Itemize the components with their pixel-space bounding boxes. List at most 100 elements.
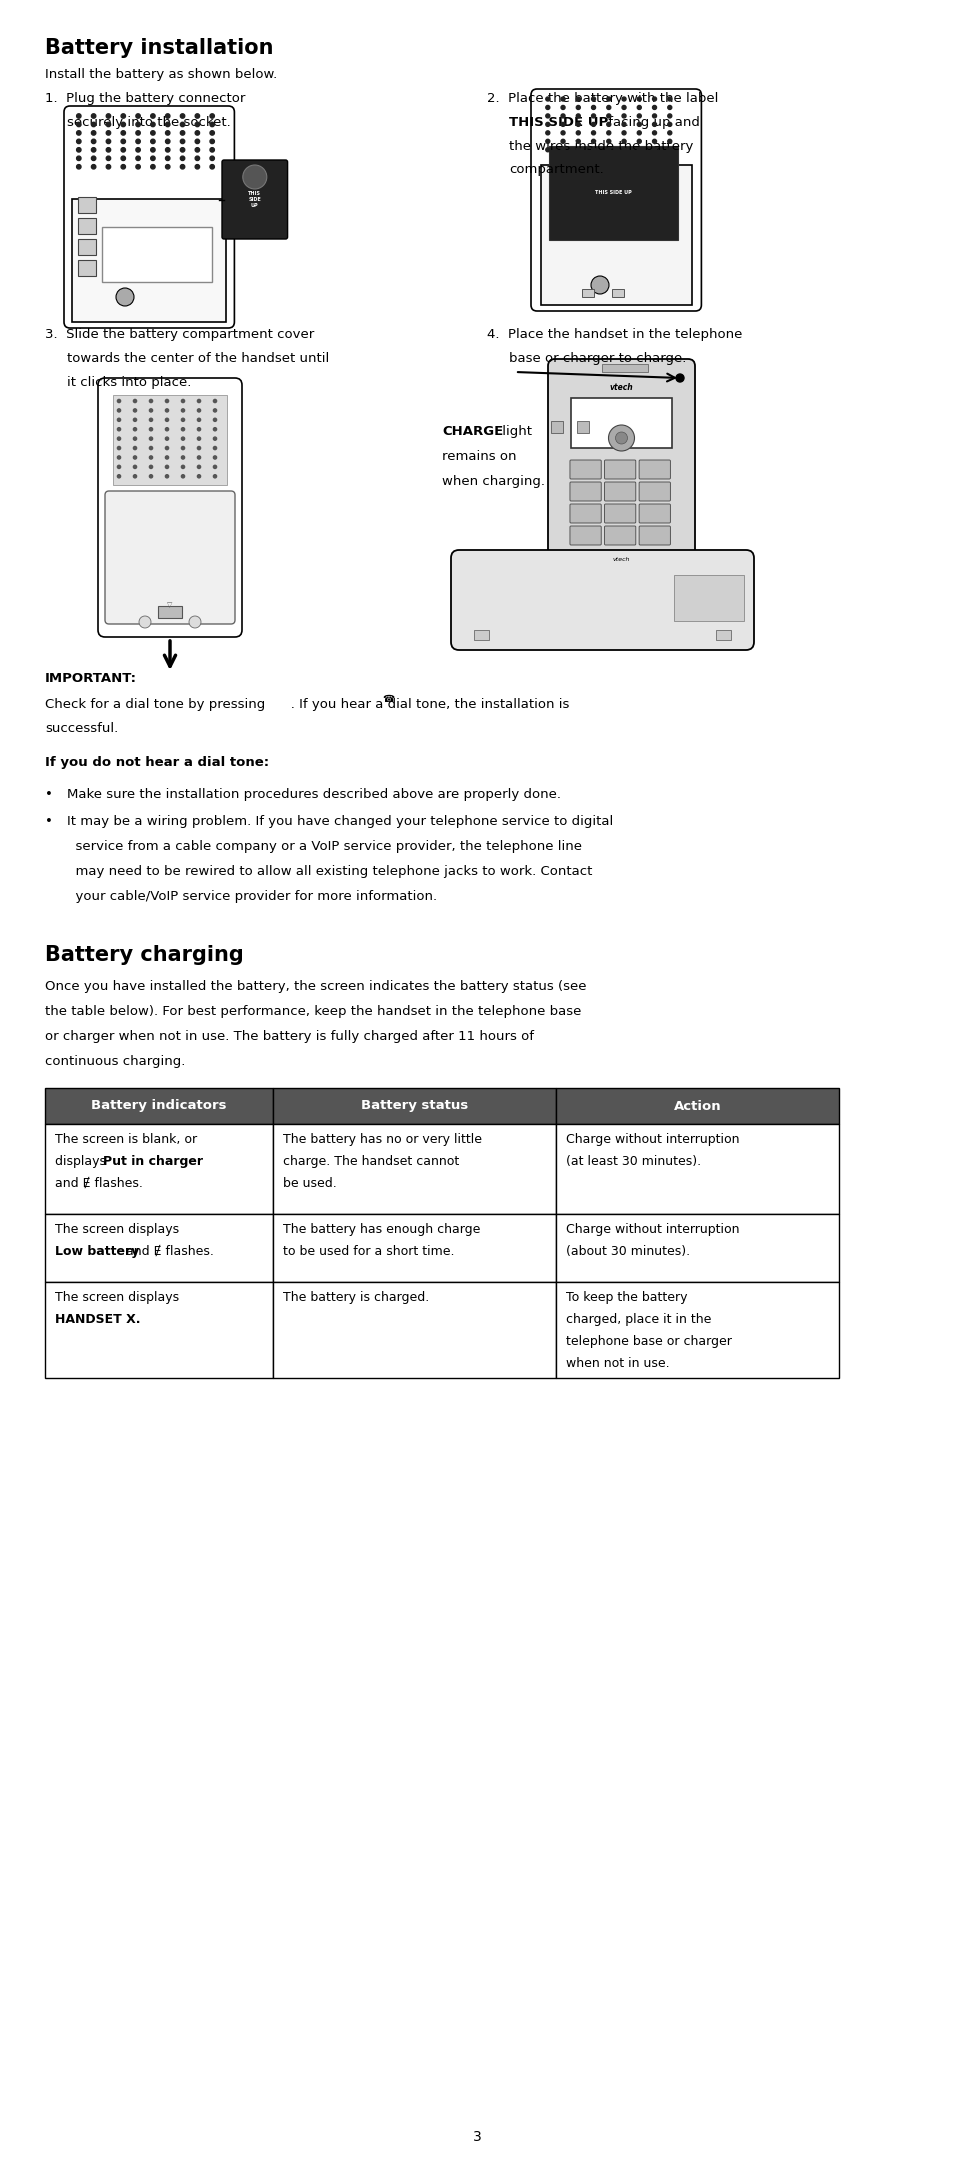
Circle shape [213, 419, 216, 421]
Circle shape [117, 419, 120, 421]
Circle shape [150, 427, 152, 432]
Text: be used.: be used. [283, 1176, 336, 1189]
Bar [581, 289, 594, 298]
Circle shape [591, 140, 595, 142]
Bar [78, 218, 96, 233]
FancyBboxPatch shape [604, 527, 635, 546]
Text: ☎: ☎ [381, 695, 394, 704]
Circle shape [133, 419, 136, 421]
Circle shape [181, 419, 185, 421]
Bar [570, 397, 671, 449]
Circle shape [197, 427, 200, 432]
Circle shape [117, 466, 120, 468]
Circle shape [117, 399, 120, 404]
Text: 3.  Slide the battery compartment cover: 3. Slide the battery compartment cover [45, 328, 314, 341]
Circle shape [591, 147, 595, 151]
Text: light: light [497, 425, 532, 438]
Bar [556, 1215, 838, 1282]
Circle shape [121, 147, 126, 151]
Text: facing up and: facing up and [603, 117, 700, 129]
Circle shape [621, 132, 625, 134]
Text: Action: Action [673, 1098, 720, 1114]
Circle shape [195, 138, 199, 145]
Circle shape [637, 123, 640, 127]
Circle shape [150, 399, 152, 404]
Text: charged, place it in the: charged, place it in the [565, 1312, 711, 1325]
Circle shape [166, 155, 170, 160]
Circle shape [150, 419, 152, 421]
Circle shape [591, 106, 595, 110]
Text: telephone base or charger: telephone base or charger [565, 1336, 731, 1349]
Text: to be used for a short time.: to be used for a short time. [283, 1245, 454, 1258]
Text: The battery has no or very little: The battery has no or very little [283, 1133, 481, 1146]
Circle shape [150, 447, 152, 449]
Text: Install the battery as shown below.: Install the battery as shown below. [45, 69, 277, 82]
FancyBboxPatch shape [569, 505, 600, 522]
Text: successful.: successful. [45, 723, 118, 736]
Text: when not in use.: when not in use. [565, 1357, 669, 1370]
Text: securely into the socket.: securely into the socket. [67, 117, 231, 129]
Text: To keep the battery: To keep the battery [565, 1290, 687, 1303]
Bar [612, 289, 623, 298]
Bar [273, 1282, 556, 1379]
Circle shape [213, 455, 216, 460]
Circle shape [545, 97, 549, 101]
Text: your cable/VoIP service provider for more information.: your cable/VoIP service provider for mor… [67, 889, 436, 902]
Circle shape [213, 475, 216, 477]
Circle shape [91, 147, 95, 151]
Circle shape [210, 147, 214, 151]
Circle shape [91, 132, 95, 136]
Circle shape [576, 114, 579, 119]
Text: CHARGE: CHARGE [441, 425, 503, 438]
Circle shape [181, 447, 185, 449]
Circle shape [591, 132, 595, 134]
Circle shape [91, 123, 95, 127]
Circle shape [133, 455, 136, 460]
Text: 3: 3 [472, 2130, 481, 2145]
Text: Battery installation: Battery installation [45, 39, 274, 58]
Circle shape [91, 155, 95, 160]
Circle shape [197, 408, 200, 412]
Text: IMPORTANT:: IMPORTANT: [45, 671, 137, 684]
Circle shape [166, 138, 170, 145]
Circle shape [151, 138, 155, 145]
Circle shape [180, 132, 185, 136]
Circle shape [165, 475, 169, 477]
Bar [474, 630, 489, 641]
Bar [45, 1215, 273, 1282]
Text: or charger when not in use. The battery is fully charged after 11 hours of: or charger when not in use. The battery … [45, 1029, 534, 1042]
Circle shape [76, 138, 81, 145]
Circle shape [197, 447, 200, 449]
Circle shape [637, 132, 640, 134]
Text: charge. The handset cannot: charge. The handset cannot [283, 1155, 458, 1167]
Bar [45, 1282, 273, 1379]
Text: •: • [45, 788, 52, 801]
Text: compartment.: compartment. [509, 164, 603, 177]
Bar [45, 1088, 273, 1124]
Circle shape [121, 164, 126, 168]
Circle shape [243, 164, 267, 190]
Bar [273, 1124, 556, 1215]
Bar [551, 421, 562, 434]
Circle shape [576, 123, 579, 127]
FancyBboxPatch shape [569, 460, 600, 479]
Circle shape [210, 155, 214, 160]
Circle shape [621, 97, 625, 101]
Circle shape [560, 147, 564, 151]
Text: THIS SIDE UP: THIS SIDE UP [509, 117, 608, 129]
Circle shape [667, 140, 671, 142]
Circle shape [151, 155, 155, 160]
Circle shape [133, 427, 136, 432]
Circle shape [606, 140, 610, 142]
Circle shape [652, 147, 656, 151]
Text: continuous charging.: continuous charging. [45, 1055, 185, 1068]
FancyBboxPatch shape [569, 527, 600, 546]
Circle shape [667, 132, 671, 134]
Text: Make sure the installation procedures described above are properly done.: Make sure the installation procedures de… [67, 788, 560, 801]
Circle shape [608, 425, 634, 451]
Circle shape [117, 408, 120, 412]
Circle shape [560, 140, 564, 142]
Circle shape [560, 106, 564, 110]
Circle shape [135, 147, 140, 151]
Circle shape [615, 432, 627, 445]
